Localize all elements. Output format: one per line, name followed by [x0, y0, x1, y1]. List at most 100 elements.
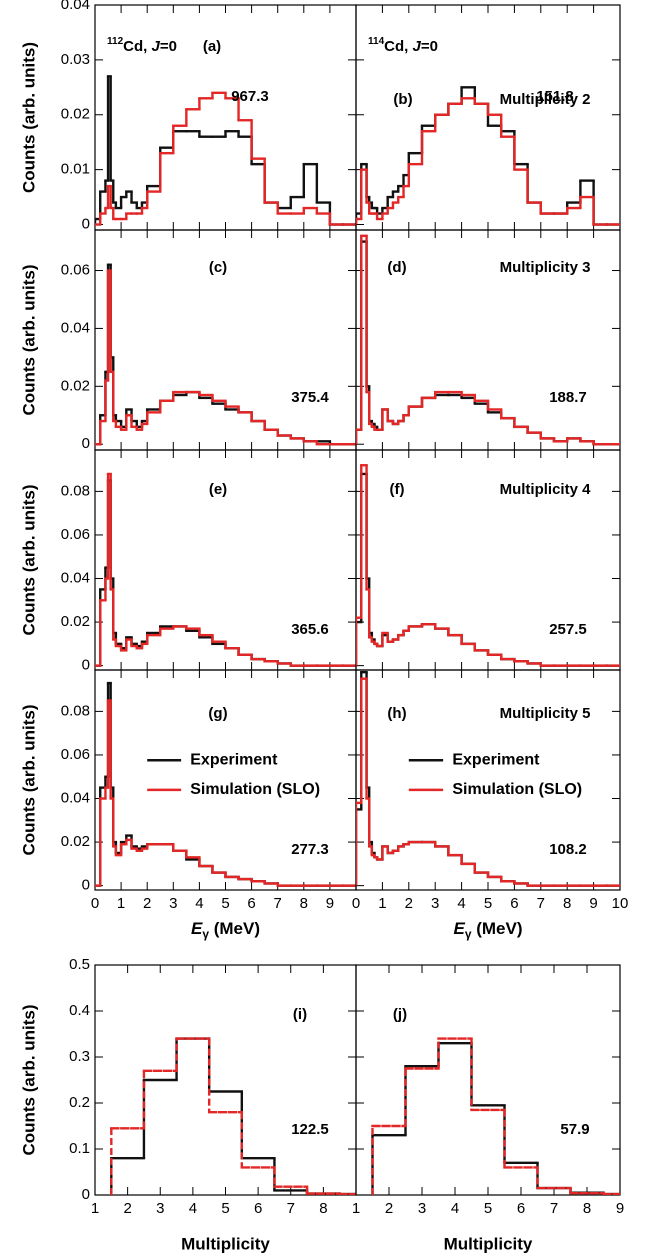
panel-frame	[355, 964, 621, 1196]
count-annotation: 277.3	[291, 841, 329, 858]
x-tick-label: 7	[274, 895, 282, 912]
legend-label: Simulation (SLO)	[452, 781, 582, 798]
panel: 0 1 2 3 4 5 6 7 8 9 0 0.02 0.04 0.06 0.08 Counts (arb. …	[19, 669, 357, 941]
y-tick-label: 0.08	[61, 702, 90, 719]
y-tick-label: 0.04	[61, 319, 90, 336]
x-tick-label: 6	[510, 895, 518, 912]
panel-label: (h)	[387, 705, 406, 722]
x-tick-label: 7	[550, 1200, 558, 1217]
step-connector	[356, 678, 529, 886]
x-axis-label: Eγ (MeV)	[453, 919, 522, 941]
x-tick-label: 3	[156, 1200, 164, 1217]
y-axis-label: Counts (arb. units)	[19, 264, 38, 415]
spin-value: =0	[160, 38, 177, 55]
y-tick-label: 0.06	[61, 261, 90, 278]
x-tick-label: 2	[123, 1200, 131, 1217]
x-tick-label: 2	[405, 895, 413, 912]
x-tick-label: 1	[117, 895, 125, 912]
step-connector	[371, 1038, 620, 1195]
multiplicity-label: Multiplicity 4	[500, 481, 592, 498]
panel-frame	[94, 964, 357, 1196]
count-annotation: 122.5	[291, 1121, 329, 1138]
count-annotation: 57.9	[560, 1121, 589, 1138]
x-tick-label: 4	[451, 1200, 459, 1217]
legend-label: Experiment	[190, 751, 278, 768]
y-tick-label: 0	[82, 877, 90, 894]
multiplicity-label: Multiplicity 2	[500, 91, 591, 108]
x-tick-label: 6	[247, 895, 255, 912]
spin: J	[151, 38, 160, 55]
panel: 1 2 3 4 5 6 7 8 9 Multiplicity (j) 57.9	[352, 964, 624, 1253]
x-tick-label: 3	[431, 895, 439, 912]
plot-area	[95, 75, 356, 226]
x-tick-label: 1	[352, 1200, 360, 1217]
step-connector	[110, 1038, 356, 1195]
x-axis-label: Multiplicity	[444, 1234, 533, 1253]
y-tick-label: 0.3	[69, 1048, 90, 1065]
x-tick-label: 7	[287, 1200, 295, 1217]
x-tick-label: 8	[300, 895, 308, 912]
plot-area	[356, 670, 620, 887]
y-tick-label: 0.06	[61, 526, 90, 543]
panel-label: (b)	[393, 91, 412, 108]
panel: (d) 188.7 Multiplicity 3	[355, 229, 621, 451]
x-axis-symbol: E	[453, 919, 465, 938]
y-tick-label: 0.08	[61, 482, 90, 499]
mass-number: 114	[368, 36, 385, 47]
panel-label: (j)	[393, 1006, 407, 1023]
x-axis-unit: (MeV)	[209, 919, 260, 938]
step-connector	[110, 1038, 356, 1195]
x-tick-label: 9	[326, 895, 334, 912]
count-annotation: 365.6	[291, 621, 329, 638]
step-connector	[99, 700, 279, 886]
x-tick-label: 7	[537, 895, 545, 912]
count-annotation: 188.7	[549, 389, 587, 406]
panel: 1 2 3 4 5 6 7 8 0 0.1 0.2 0.3 0.4 0.5 Counts (arb. uni…	[19, 956, 357, 1253]
step-connector	[99, 473, 292, 666]
legend-label: Experiment	[452, 751, 540, 768]
y-tick-label: 0	[82, 215, 90, 232]
y-tick-label: 0.1	[69, 1140, 90, 1157]
panel-label: (d)	[387, 259, 406, 276]
x-tick-label: 5	[484, 895, 492, 912]
plot-area	[356, 464, 620, 667]
panel-label: (c)	[209, 259, 227, 276]
x-axis-subscript: γ	[465, 927, 472, 941]
x-tick-label: 9	[589, 895, 597, 912]
y-axis-label: Counts (arb. units)	[19, 42, 38, 193]
y-tick-label: 0.01	[61, 161, 90, 178]
panel: 0 0.02 0.04 0.06 Counts (arb. units) (c) 375.4	[19, 229, 357, 452]
plot-area	[371, 1037, 620, 1195]
x-tick-label: 2	[385, 1200, 393, 1217]
y-tick-label: 0.04	[61, 569, 90, 586]
spin: J	[412, 38, 421, 55]
x-tick-label: 4	[189, 1200, 197, 1217]
y-tick-label: 0	[82, 1186, 90, 1203]
plot-area	[95, 681, 356, 887]
x-tick-label: 8	[319, 1200, 327, 1217]
y-tick-label: 0.02	[61, 833, 90, 850]
mass-number: 112	[107, 36, 124, 47]
panel-label: (f)	[390, 481, 405, 498]
y-tick-label: 0.06	[61, 746, 90, 763]
x-tick-label: 8	[583, 1200, 591, 1217]
plot-area	[110, 1037, 356, 1195]
y-tick-label: 0.02	[61, 377, 90, 394]
x-tick-label: 5	[221, 1200, 229, 1217]
count-annotation: 967.3	[231, 88, 269, 105]
x-tick-label: 4	[457, 895, 465, 912]
spin-value: =0	[421, 38, 438, 55]
x-axis-unit: (MeV)	[472, 919, 523, 938]
x-tick-label: 4	[195, 895, 203, 912]
count-annotation: 375.4	[291, 389, 329, 406]
x-tick-label: 3	[169, 895, 177, 912]
multiplicity-label: Multiplicity 5	[500, 705, 591, 722]
panel: 0 0.02 0.04 0.06 0.08 Counts (arb. units) (e) 3…	[19, 449, 357, 674]
x-tick-label: 0	[91, 895, 99, 912]
y-axis-label: Counts (arb. units)	[19, 704, 38, 855]
x-axis-label: Multiplicity	[181, 1234, 270, 1253]
multiplicity-label: Multiplicity 3	[500, 259, 591, 276]
panel-label: (g)	[208, 705, 227, 722]
plot-area	[356, 234, 620, 446]
